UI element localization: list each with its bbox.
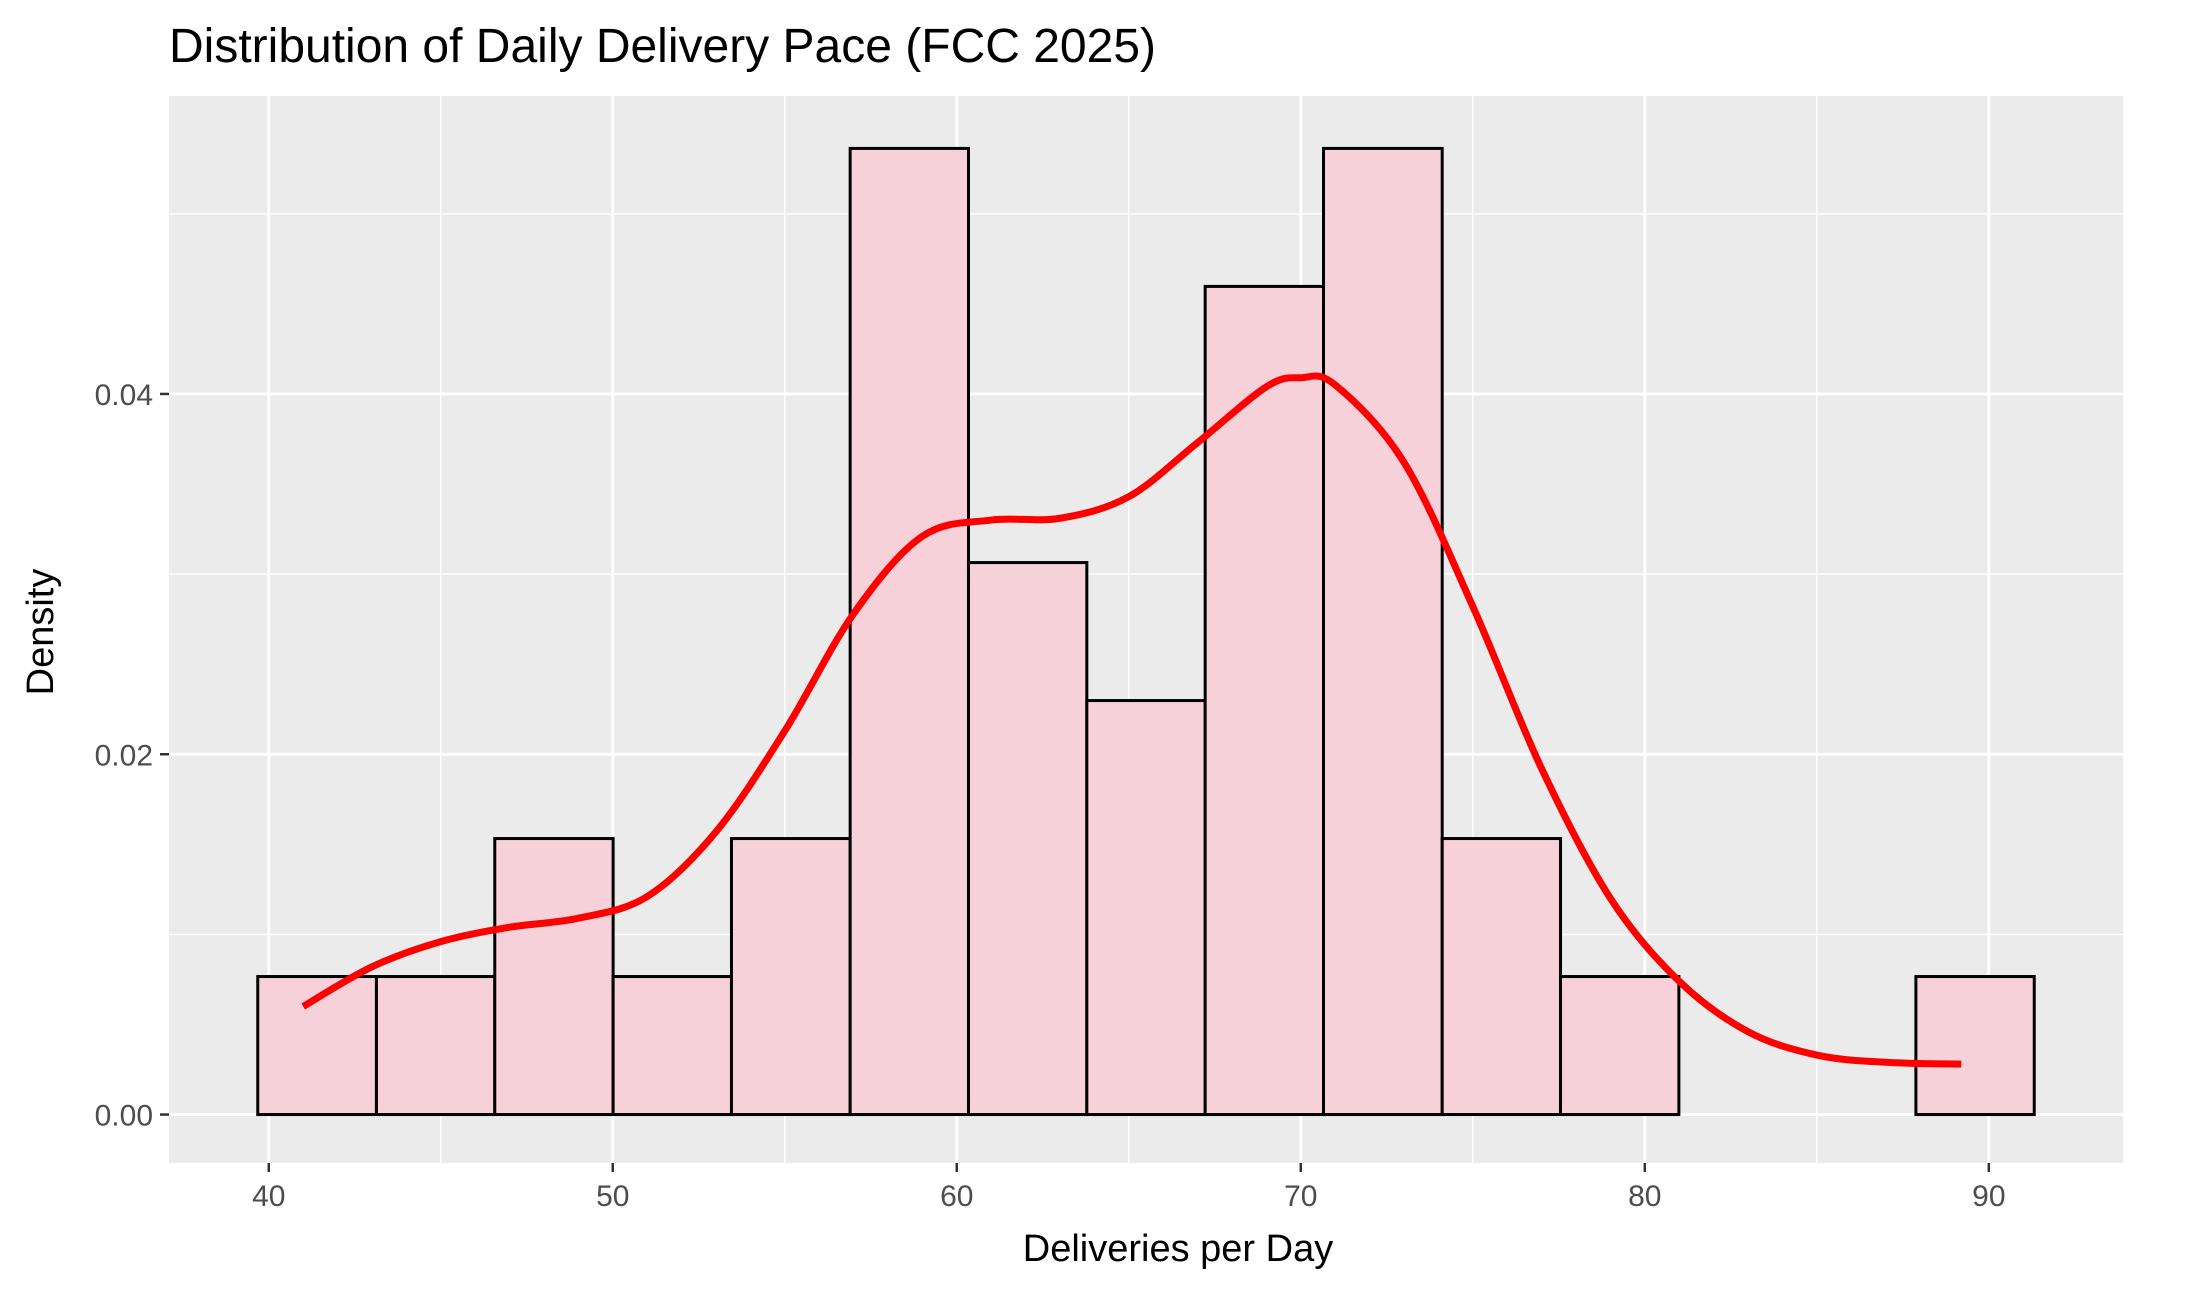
- histogram-bars: [256, 146, 2036, 1117]
- histogram-bar-11: [1440, 837, 1563, 1117]
- x-tick-label: 80: [1628, 1180, 1661, 1213]
- x-tick-label: 90: [1972, 1180, 2005, 1213]
- y-tick-label: 0.00: [95, 1100, 153, 1133]
- histogram-bar-2: [374, 975, 497, 1117]
- x-tick-label: 70: [1284, 1180, 1317, 1213]
- y-axis: 0.00 0.02 0.04: [95, 379, 169, 1133]
- histogram-bar-9: [1203, 284, 1326, 1117]
- x-tick-label: 40: [252, 1180, 285, 1213]
- histogram-bar-12: [1559, 975, 1681, 1117]
- histogram-bar-8: [1085, 699, 1207, 1117]
- histogram-bar-3: [493, 837, 615, 1117]
- x-tick-label: 60: [940, 1180, 973, 1213]
- histogram-bar-15: [1914, 975, 2036, 1117]
- histogram-bar-6: [848, 146, 970, 1117]
- histogram-bar-10: [1322, 146, 1444, 1117]
- histogram-bar-7: [966, 561, 1089, 1117]
- y-tick-label: 0.04: [95, 379, 153, 412]
- density-curve: [301, 372, 1962, 1068]
- histogram-bar-5: [729, 837, 852, 1117]
- y-axis-title: Density: [20, 569, 62, 696]
- y-tick-label: 0.02: [95, 739, 153, 772]
- chart-title: Distribution of Daily Delivery Pace (FCC…: [169, 20, 1156, 73]
- x-tick-label: 50: [596, 1180, 629, 1213]
- histogram-bar-4: [611, 975, 733, 1117]
- x-axis: 40 50 60 70 80 90: [252, 1163, 2006, 1213]
- x-axis-title: Deliveries per Day: [1023, 1228, 1333, 1270]
